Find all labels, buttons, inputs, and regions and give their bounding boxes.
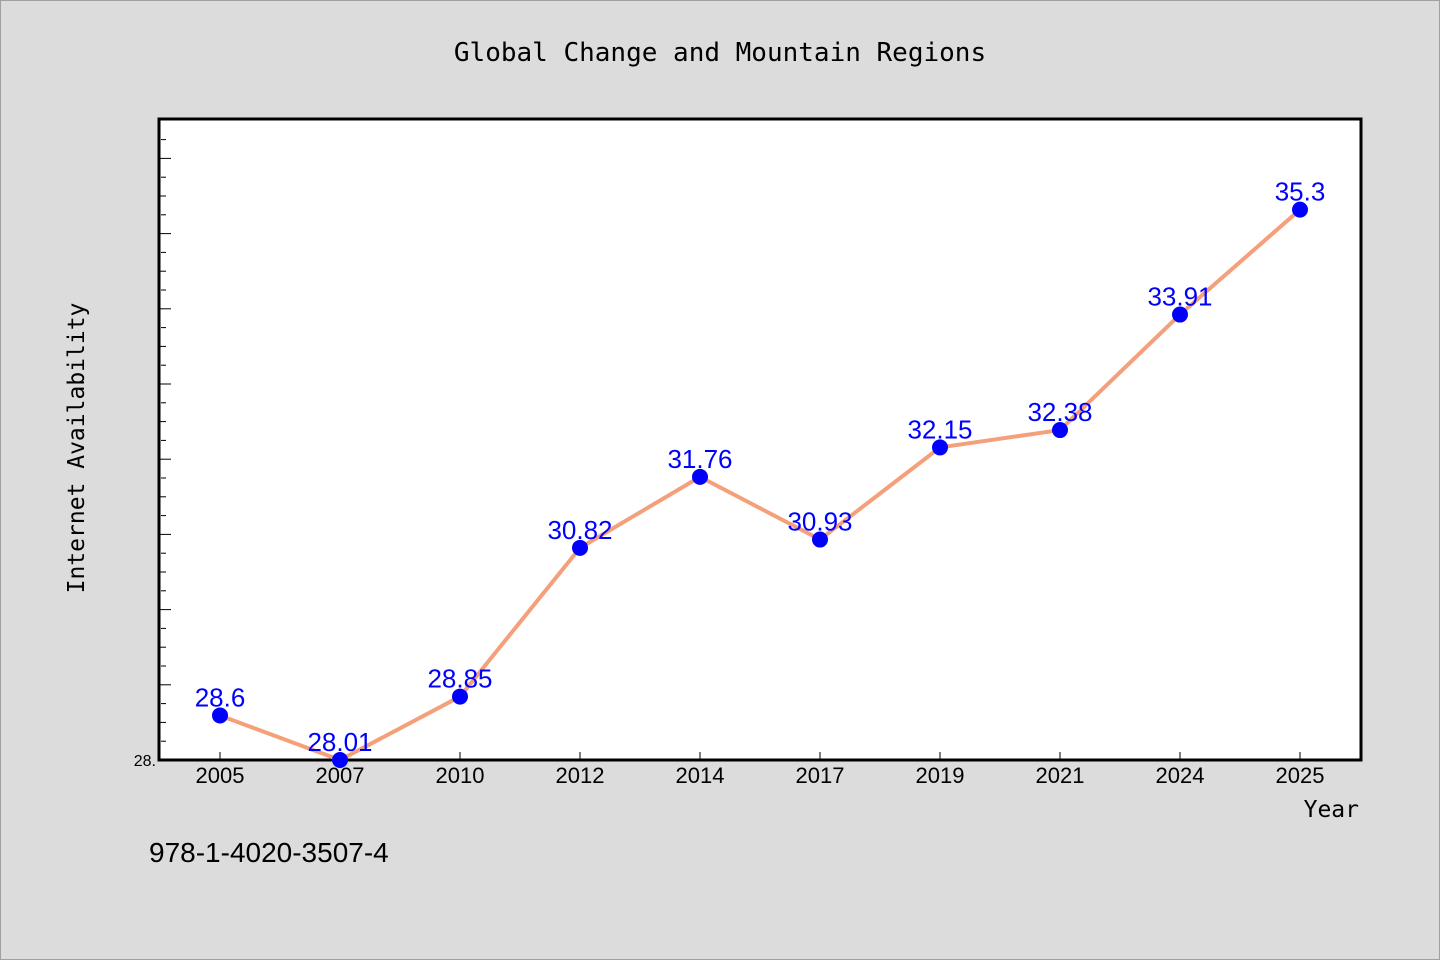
y-axis-label: Internet Availability — [64, 303, 90, 594]
data-label: 30.82 — [547, 515, 612, 545]
x-tick-label: 2007 — [316, 763, 365, 788]
y-tick-label: 28. — [134, 753, 156, 770]
data-label: 33.91 — [1147, 282, 1212, 312]
data-point — [1172, 306, 1188, 323]
data-point — [1292, 201, 1308, 218]
data-labels: 28.6 28.01 28.85 30.82 31.76 30.93 32.15 32.38 3… — [195, 177, 1326, 757]
isbn-text: 978-1-4020-3507-4 — [149, 837, 389, 868]
x-tick-label: 2024 — [1156, 763, 1205, 788]
data-label: 32.38 — [1027, 397, 1092, 427]
x-axis-label: Year — [1304, 797, 1359, 823]
x-tick-labels: 2005 2007 2010 2012 2014 2017 2019 2021 2024 2025 — [196, 763, 1325, 788]
plot-area — [157, 117, 1363, 762]
data-point — [452, 688, 468, 705]
data-label: 30.93 — [787, 507, 852, 537]
y-axis-ticks — [159, 139, 171, 761]
data-point — [812, 531, 828, 548]
x-tick-label: 2014 — [676, 763, 725, 788]
data-label: 32.15 — [907, 414, 972, 444]
data-label: 35.3 — [1275, 177, 1326, 207]
data-label: 28.6 — [195, 682, 246, 712]
x-tick-label: 2010 — [436, 763, 485, 788]
chart-title: Global Change and Mountain Regions — [454, 38, 986, 68]
data-point — [692, 468, 708, 485]
data-point — [332, 752, 348, 768]
x-tick-label: 2017 — [796, 763, 845, 788]
data-point — [1052, 422, 1068, 439]
series-line — [218, 207, 1302, 762]
x-tick-label: 2005 — [196, 763, 245, 788]
x-tick-label: 2012 — [556, 763, 605, 788]
data-point — [572, 539, 588, 556]
data-markers — [212, 201, 1308, 768]
x-tick-label: 2021 — [1036, 763, 1085, 788]
data-label: 28.01 — [307, 727, 372, 757]
data-point — [932, 439, 948, 456]
x-tick-label: 2025 — [1276, 763, 1325, 788]
data-point — [212, 707, 228, 724]
data-label: 31.76 — [667, 444, 732, 474]
x-tick-label: 2019 — [916, 763, 965, 788]
data-label: 28.85 — [427, 664, 492, 694]
